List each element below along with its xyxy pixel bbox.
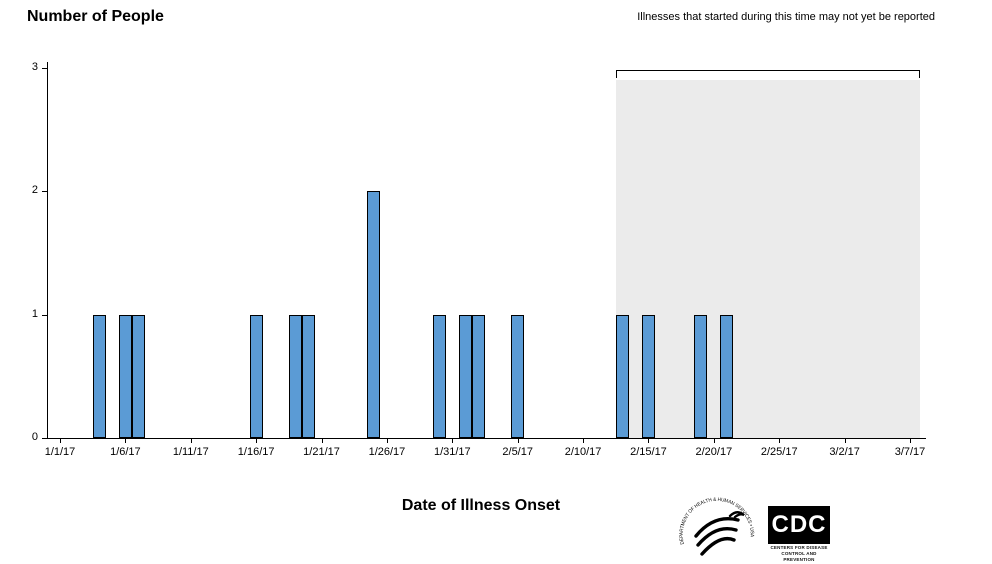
x-tick xyxy=(648,438,650,443)
x-axis-title: Date of Illness Onset xyxy=(401,497,561,514)
y-tick-label: 3 xyxy=(31,61,38,73)
x-axis xyxy=(47,438,926,439)
case-bar xyxy=(131,315,145,438)
cdc-logo-letters: CDC xyxy=(771,511,827,538)
y-axis xyxy=(47,62,48,439)
cdc-logo-subtext: CENTERS FOR DISEASE CONTROL AND PREVENTI… xyxy=(770,545,828,562)
x-tick xyxy=(583,438,585,443)
case-bar xyxy=(471,315,485,438)
cdc-logo-box: CDC xyxy=(768,506,830,544)
case-bar xyxy=(720,315,734,438)
case-bar xyxy=(288,315,302,438)
case-bar xyxy=(301,315,315,438)
case-bar xyxy=(511,315,525,438)
y-tick-label: 0 xyxy=(31,431,38,443)
x-tick-label: 2/5/17 xyxy=(502,446,533,458)
x-tick-label: 2/25/17 xyxy=(760,446,798,458)
x-tick xyxy=(779,438,781,443)
y-tick-label: 2 xyxy=(31,184,38,197)
x-tick-label: 1/1/17 xyxy=(44,446,76,458)
x-tick xyxy=(386,438,388,443)
y-axis-title: Number of People xyxy=(27,8,164,25)
x-tick-label: 1/26/17 xyxy=(368,446,406,458)
case-bar xyxy=(615,315,629,438)
x-tick xyxy=(190,438,192,443)
x-tick-label: 1/16/17 xyxy=(237,446,275,458)
x-tick-label: 1/21/17 xyxy=(303,446,340,458)
case-bar xyxy=(458,315,472,438)
footer-logos: DEPARTMENT OF HEALTH & HUMAN SERVICES • … xyxy=(670,484,840,563)
case-bar xyxy=(118,315,132,438)
x-tick xyxy=(452,438,454,443)
y-tick xyxy=(42,191,47,193)
case-bar xyxy=(249,315,263,438)
x-tick xyxy=(125,438,127,443)
x-tick-label: 2/15/17 xyxy=(630,446,667,458)
x-tick-label: 1/31/17 xyxy=(433,446,471,458)
y-tick xyxy=(42,314,47,316)
case-bar xyxy=(92,315,106,438)
x-tick xyxy=(910,438,911,443)
x-tick xyxy=(60,438,61,443)
y-tick xyxy=(42,438,47,439)
x-tick-label: 3/2/17 xyxy=(829,446,860,458)
x-tick xyxy=(321,438,323,443)
y-tick-label: 1 xyxy=(31,307,38,320)
x-tick xyxy=(713,438,715,443)
case-bar xyxy=(641,315,655,438)
case-bar xyxy=(694,315,708,438)
x-tick-label: 1/6/17 xyxy=(110,446,141,458)
x-tick-label: 2/20/17 xyxy=(695,446,733,458)
x-tick xyxy=(844,438,846,443)
cdc-logo: CDC CENTERS FOR DISEASE CONTROL AND PREV… xyxy=(768,506,830,563)
x-tick-label: 1/11/17 xyxy=(172,446,209,458)
unreported-bracket xyxy=(615,70,920,78)
hhs-logo: DEPARTMENT OF HEALTH & HUMAN SERVICES • … xyxy=(679,497,755,556)
x-tick xyxy=(517,438,519,443)
hhs-eagle-icon xyxy=(694,511,745,556)
case-bar xyxy=(367,191,381,438)
x-tick xyxy=(256,438,258,443)
unreported-note: Illnesses that started during this time … xyxy=(637,11,935,23)
y-tick xyxy=(42,68,47,69)
unreported-region xyxy=(615,80,920,438)
x-tick-label: 2/10/17 xyxy=(564,446,602,458)
case-bar xyxy=(432,315,446,438)
x-tick-label: 3/7/17 xyxy=(894,446,926,458)
